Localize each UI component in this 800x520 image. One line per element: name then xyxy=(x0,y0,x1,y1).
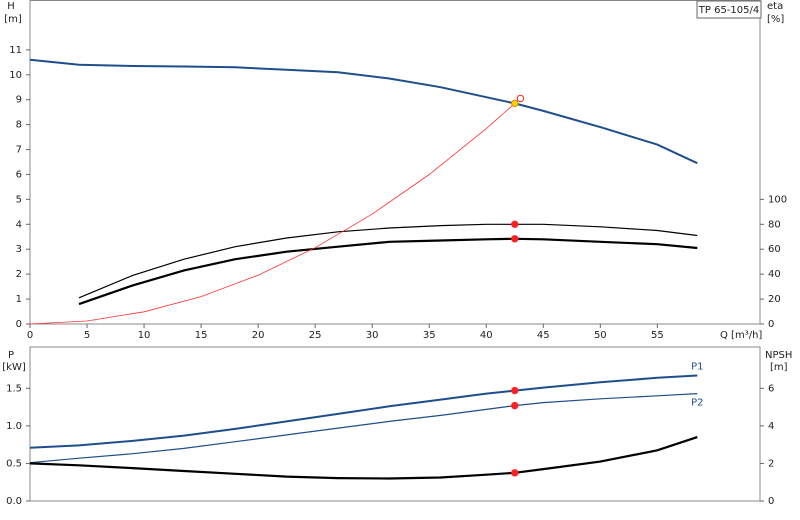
x-tick-label: 20 xyxy=(252,330,265,341)
x-tick-label: 50 xyxy=(594,330,607,341)
y-axis-label: H xyxy=(7,1,15,12)
curve xyxy=(78,223,698,299)
y-tick-label: 8 xyxy=(16,120,22,131)
y2-tick-label: 0 xyxy=(768,319,774,330)
x-tick-label: 35 xyxy=(423,330,436,341)
y2-tick-label: 4 xyxy=(768,421,774,432)
y-tick-label: 2 xyxy=(16,269,22,280)
curve xyxy=(29,436,698,480)
duty-point xyxy=(511,469,519,477)
bottom-plot-frame xyxy=(29,346,761,502)
curve xyxy=(29,374,698,449)
y2-tick-label: 60 xyxy=(768,244,781,255)
y-axis-unit: [kW] xyxy=(2,362,26,373)
y-tick-label: 3 xyxy=(16,244,22,255)
y2-tick-label: 20 xyxy=(768,294,781,305)
y2-tick-label: 6 xyxy=(768,383,774,394)
y2-tick-label: 80 xyxy=(768,219,781,230)
y2-tick-label: 0 xyxy=(768,496,774,507)
series-label: P2 xyxy=(691,398,703,409)
x-tick-label: 45 xyxy=(537,330,550,341)
y-axis-label: P xyxy=(8,350,14,361)
duty-point xyxy=(511,401,519,410)
y-tick-label: 0 xyxy=(16,319,22,330)
chart-title: TP 65-105/4 xyxy=(698,5,759,16)
x-tick-label: 25 xyxy=(309,330,322,341)
y-tick-label: 1 xyxy=(16,294,22,305)
duty-point xyxy=(511,220,519,229)
y2-axis-label: eta xyxy=(767,1,783,12)
y2-axis-label: NPSH xyxy=(765,350,792,361)
title-box xyxy=(696,0,762,19)
duty-point xyxy=(511,235,519,243)
y2-tick-label: 40 xyxy=(768,269,781,280)
y-tick-label: 7 xyxy=(16,145,22,156)
y-tick-label: 4 xyxy=(16,219,22,230)
y2-tick-label: 2 xyxy=(768,458,774,469)
y-tick-label: 1.0 xyxy=(6,421,22,432)
curve xyxy=(29,58,698,165)
y-tick-label: 1.5 xyxy=(6,383,22,394)
x-tick-label: 5 xyxy=(84,330,90,341)
y2-tick-label: 100 xyxy=(768,194,787,205)
x-tick-label: 55 xyxy=(651,330,664,341)
y-tick-label: 11 xyxy=(9,45,22,56)
top-plot-frame xyxy=(29,0,761,325)
y-tick-label: 6 xyxy=(16,169,22,180)
curve xyxy=(78,237,698,306)
duty-point xyxy=(516,94,525,103)
y2-axis-unit: [m] xyxy=(770,362,788,373)
y-tick-label: 10 xyxy=(9,70,22,81)
y-tick-label: 5 xyxy=(16,194,22,205)
curve xyxy=(29,393,698,464)
x-tick-label: 0 xyxy=(27,330,33,341)
y-tick-label: 0.5 xyxy=(6,458,22,469)
x-axis-label: Q [m³/h] xyxy=(720,330,762,341)
y-tick-label: 0.0 xyxy=(6,496,22,507)
duty-point xyxy=(511,99,519,108)
curve xyxy=(29,98,521,325)
y-tick-label: 9 xyxy=(16,95,22,106)
x-tick-label: 15 xyxy=(195,330,208,341)
x-tick-label: 30 xyxy=(366,330,379,341)
x-tick-label: 40 xyxy=(480,330,493,341)
x-tick-label: 10 xyxy=(138,330,151,341)
y-axis-unit: [m] xyxy=(4,14,22,25)
series-label: P1 xyxy=(691,362,703,373)
y2-axis-unit: [%] xyxy=(767,14,784,25)
duty-point xyxy=(511,386,519,395)
